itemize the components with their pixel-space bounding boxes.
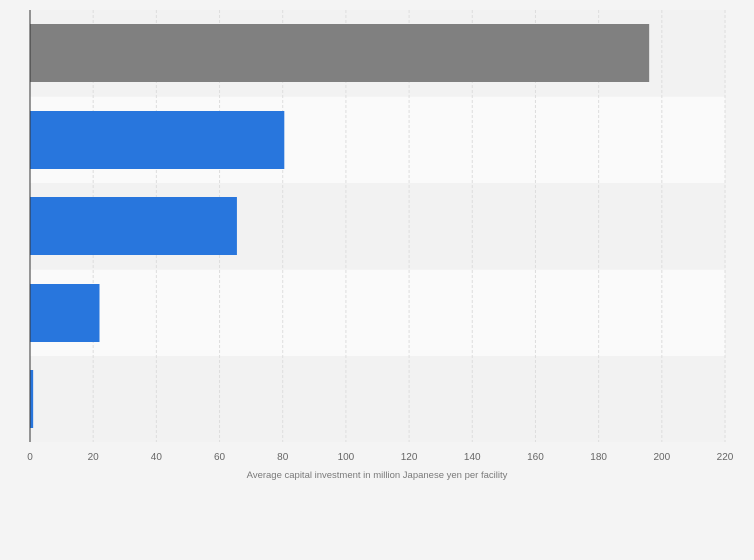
x-tick-label: 200 — [653, 452, 670, 463]
row-bands — [30, 10, 725, 442]
x-tick-label: 220 — [717, 452, 734, 463]
x-tick-label: 180 — [590, 452, 607, 463]
row-band — [30, 356, 725, 442]
x-tick-label: 120 — [401, 452, 418, 463]
bar — [30, 111, 285, 169]
x-tick-label: 20 — [88, 452, 100, 463]
x-tick-label: 40 — [151, 452, 163, 463]
bar — [30, 197, 237, 255]
x-axis-ticks: 0 20 40 60 80 100 120 140 160 180 200 220 — [27, 452, 734, 463]
bar — [30, 284, 100, 342]
x-tick-label: 160 — [527, 452, 544, 463]
x-axis-title: Average capital investment in million Ja… — [247, 470, 508, 481]
row-band — [30, 270, 725, 356]
bar-series — [30, 24, 650, 428]
bar — [30, 370, 34, 428]
x-tick-label: 140 — [464, 452, 481, 463]
bar — [30, 24, 650, 82]
x-tick-label: 100 — [338, 452, 355, 463]
x-tick-label: 80 — [277, 452, 289, 463]
x-tick-label: 0 — [27, 452, 33, 463]
x-tick-label: 60 — [214, 452, 226, 463]
